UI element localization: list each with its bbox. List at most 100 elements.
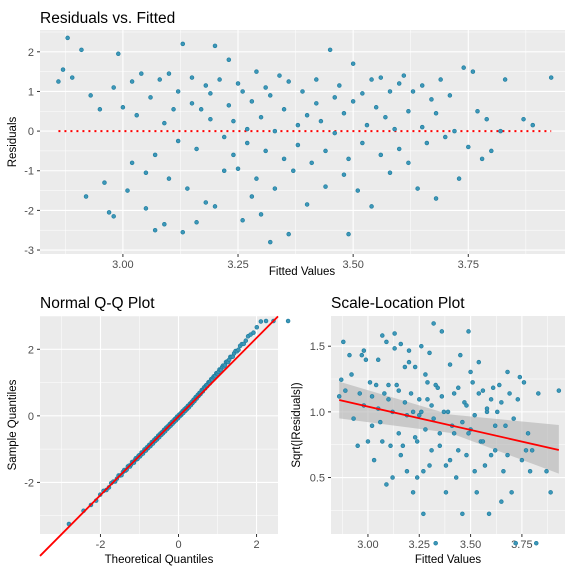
scale-location-point	[419, 409, 424, 415]
qq-point	[251, 330, 256, 335]
residual-point	[221, 168, 227, 173]
scale-location-tick-label-x: 3.25	[409, 539, 430, 551]
residuals-plot-title: Residuals vs. Fitted	[40, 10, 175, 27]
scale-location-point	[412, 435, 418, 440]
scale-location-point	[369, 423, 375, 428]
scale-location-tick-label-x: 3.50	[460, 539, 481, 551]
scale-location-point	[476, 391, 482, 396]
qq-point	[258, 319, 264, 324]
scale-location-point	[529, 448, 535, 453]
residual-point	[396, 81, 402, 86]
residual-point	[383, 114, 388, 120]
scale-location-point	[357, 391, 362, 396]
scale-location-point	[445, 409, 451, 415]
residuals-tick-label-y: 1	[28, 86, 34, 98]
residual-point	[203, 200, 209, 205]
residual-point	[203, 83, 209, 88]
scale-location-point	[417, 412, 422, 418]
residual-point	[304, 202, 310, 207]
scale-location-point	[400, 443, 406, 449]
residuals-tick-label-x: 3.75	[458, 259, 479, 271]
residual-point	[452, 128, 457, 134]
residual-point	[212, 204, 218, 209]
residual-point	[268, 239, 273, 245]
residual-point	[277, 73, 282, 78]
scale-location-point	[429, 448, 434, 453]
scale-location-point	[339, 377, 344, 382]
residual-point	[226, 57, 232, 62]
residual-point	[373, 105, 379, 110]
residual-point	[106, 210, 112, 215]
scale-location-point	[419, 343, 424, 349]
scale-location-point	[472, 412, 477, 418]
scale-location-point	[437, 443, 443, 449]
scale-location-point	[525, 431, 531, 436]
scale-location-point	[515, 397, 521, 402]
scale-location-point	[408, 391, 414, 396]
residual-point	[208, 91, 213, 96]
residual-point	[479, 156, 485, 162]
scale-location-point	[371, 457, 377, 463]
residual-point	[79, 47, 84, 53]
residual-point	[249, 99, 255, 104]
residual-point	[295, 122, 301, 128]
scale-location-point	[361, 348, 367, 353]
residual-point	[231, 152, 236, 158]
scale-location-point	[486, 511, 492, 517]
residual-point	[369, 77, 374, 82]
scale-location-point	[519, 457, 525, 463]
scale-location-point	[488, 397, 494, 402]
scale-location-point	[421, 511, 426, 517]
scale-location-point	[369, 394, 375, 399]
residual-point	[60, 67, 66, 72]
residual-point	[346, 156, 351, 162]
residuals-tick-label-y: 0	[28, 126, 34, 138]
scale-location-point	[410, 490, 416, 495]
residual-point	[438, 77, 443, 82]
scale-location-point	[425, 397, 430, 402]
scale-location-point	[431, 416, 436, 421]
scale-location-point	[406, 359, 412, 365]
residual-point	[258, 212, 264, 217]
scale-location-point	[480, 439, 486, 444]
residual-point	[484, 116, 489, 122]
scale-location-point	[365, 439, 371, 444]
scale-location-confidence-band	[339, 381, 559, 474]
residual-point	[171, 107, 176, 112]
qq-point	[243, 338, 249, 343]
scale-location-point	[359, 352, 365, 358]
residual-point	[387, 170, 393, 175]
residuals-tick-label-y: -3	[24, 245, 34, 257]
scale-location-point	[527, 469, 533, 474]
scale-location-point	[378, 419, 383, 425]
scale-location-point	[351, 416, 356, 421]
scale-location-point	[386, 382, 391, 388]
scale-location-point	[417, 397, 422, 402]
scale-location-point	[536, 391, 541, 396]
residual-point	[456, 176, 462, 181]
residuals-tick-label-x: 3.25	[227, 259, 248, 271]
residual-point	[244, 126, 250, 132]
scale-location-point	[347, 352, 352, 358]
scale-location-point	[470, 380, 475, 385]
trend-line	[339, 399, 560, 451]
scale-location-point	[507, 391, 512, 396]
scale-location-point	[412, 364, 418, 370]
scale-location-point	[435, 385, 440, 391]
residual-point	[360, 140, 365, 146]
scale-location-point	[501, 469, 506, 474]
scale-location-points	[336, 321, 562, 546]
residual-point	[286, 231, 291, 237]
residual-point	[341, 111, 347, 116]
scale-location-point	[406, 348, 412, 353]
residual-point	[208, 116, 213, 122]
scale-location-point	[429, 403, 434, 408]
scale-location-point	[392, 346, 397, 351]
scale-location-point	[343, 388, 348, 393]
scale-location-point	[437, 431, 443, 436]
scale-location-point	[392, 331, 397, 336]
residual-point	[139, 71, 144, 76]
residual-point	[387, 89, 393, 94]
scale-location-plot-title: Scale-Location Plot	[331, 295, 465, 312]
